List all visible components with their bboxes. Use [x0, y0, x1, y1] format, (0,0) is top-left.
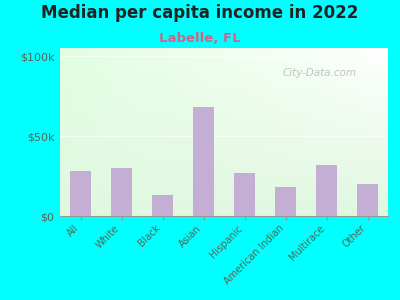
Bar [152, 195, 173, 216]
Bar [111, 168, 132, 216]
Bar [316, 165, 337, 216]
Bar [357, 184, 378, 216]
Bar [234, 173, 255, 216]
Text: Labelle, FL: Labelle, FL [159, 32, 241, 44]
Bar [275, 187, 296, 216]
Bar [70, 171, 91, 216]
Bar [193, 107, 214, 216]
Text: City-Data.com: City-Data.com [283, 68, 357, 78]
Text: Median per capita income in 2022: Median per capita income in 2022 [41, 4, 359, 22]
